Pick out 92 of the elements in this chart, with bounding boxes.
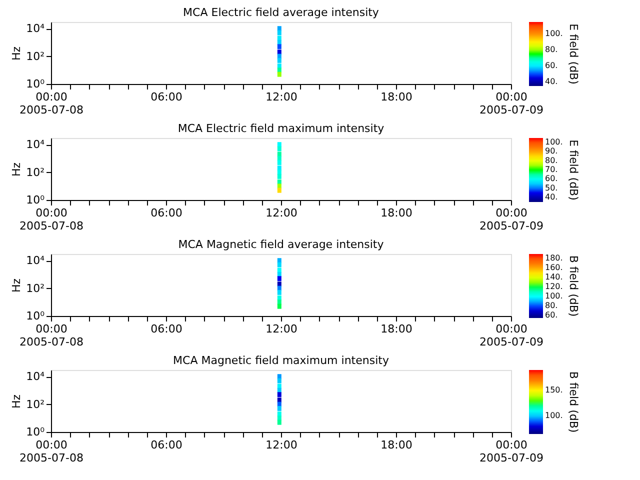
y-tick-label: 10⁴	[26, 370, 46, 384]
x-tick-label: 06:00	[150, 206, 182, 220]
point	[277, 160, 282, 166]
point	[277, 188, 282, 193]
y-tick-label: 10²	[26, 282, 44, 295]
point	[277, 146, 282, 152]
x-tick-label: 12:00	[266, 206, 298, 220]
y-tick-label: 10⁰	[26, 426, 46, 438]
point	[277, 142, 282, 148]
y-tick-label: 10⁴	[26, 138, 46, 152]
point	[277, 30, 282, 36]
x-tick-label: 12:00	[266, 438, 298, 452]
point	[277, 276, 282, 282]
x-tick-label: 00:00 2005-07-09	[480, 322, 544, 348]
y-tick-label: 10⁰	[26, 78, 46, 90]
point	[277, 50, 282, 55]
x-tick-label: 00:00 2005-07-08	[20, 322, 84, 348]
x-tick-label: 00:00 2005-07-08	[20, 90, 84, 116]
color-bar-title: B field (dB)	[567, 255, 580, 317]
point	[277, 68, 282, 73]
color-bar-label: 140.	[545, 272, 563, 282]
x-tick-label: 18:00	[380, 438, 412, 452]
point	[277, 374, 282, 380]
color-bar-label: 150.	[545, 385, 563, 394]
x-tick-label: 06:00	[150, 90, 182, 104]
y-tick-label: 10⁴	[26, 22, 46, 36]
point	[277, 184, 282, 189]
color-bar-title: E field (dB)	[567, 140, 580, 200]
y-axis-title: Hz	[10, 278, 24, 293]
y-tick-label: 10⁴	[26, 254, 46, 268]
color-bar-label: 60.	[545, 310, 558, 320]
chart-title: MCA Electric field maximum intensity	[178, 122, 385, 135]
y-tick-label: 10²	[26, 166, 44, 179]
color-bar-label: 100.	[545, 29, 563, 38]
point	[277, 420, 282, 425]
x-tick-label: 00:00 2005-07-09	[480, 90, 544, 116]
color-bar-label: 60.	[545, 61, 558, 70]
color-bar-label: 100.	[545, 411, 563, 420]
point	[277, 26, 282, 32]
color-bar-label: 90.	[545, 146, 558, 156]
color-bar-label: 80.	[545, 301, 558, 310]
color-bar-label: 80.	[545, 45, 558, 54]
x-tick-label: 00:00 2005-07-08	[20, 438, 84, 464]
chart-title: MCA Electric field average intensity	[183, 6, 380, 19]
x-tick-label: 18:00	[380, 322, 412, 336]
color-bar-label: 60.	[545, 174, 558, 184]
y-tick-label: 10⁰	[26, 194, 46, 206]
color-bar-label: 160.	[545, 263, 563, 272]
point	[277, 72, 282, 77]
color-bar-label: 100.	[545, 138, 563, 147]
color-bar-label: 80.	[545, 156, 558, 165]
x-tick-label: 06:00	[150, 322, 182, 336]
point	[277, 300, 282, 305]
x-tick-label: 06:00	[150, 438, 182, 452]
y-axis-title: Hz	[10, 394, 24, 409]
color-bar-label: 120.	[545, 282, 563, 292]
point	[277, 258, 282, 264]
y-tick-label: 10²	[26, 50, 44, 63]
point	[277, 398, 282, 403]
point	[277, 290, 282, 295]
color-bar-label: 180.	[545, 254, 563, 263]
point	[277, 416, 282, 421]
x-tick-label: 18:00	[380, 206, 412, 220]
y-tick-label: 10⁰	[26, 310, 46, 322]
color-bar-title: E field (dB)	[567, 24, 580, 84]
color-bar-label: 70.	[545, 165, 558, 174]
chart-title: MCA Magnetic field average intensity	[178, 238, 384, 251]
y-axis-title: Hz	[10, 46, 24, 61]
point	[277, 166, 282, 171]
point	[277, 406, 282, 411]
y-tick-label: 10²	[26, 398, 44, 411]
color-bar-label: 40.	[545, 77, 558, 86]
x-tick-label: 18:00	[380, 90, 412, 104]
point	[277, 392, 282, 398]
x-tick-label: 12:00	[266, 90, 298, 104]
x-tick-label: 00:00 2005-07-09	[480, 438, 544, 464]
point	[277, 44, 282, 50]
x-tick-label: 00:00 2005-07-08	[20, 206, 84, 232]
point	[277, 378, 282, 384]
point	[277, 304, 282, 309]
point	[277, 58, 282, 63]
point	[277, 282, 282, 287]
x-tick-label: 12:00	[266, 322, 298, 336]
point	[277, 262, 282, 268]
color-bar-label: 40.	[545, 192, 558, 202]
chart-title: MCA Magnetic field maximum intensity	[173, 354, 390, 367]
point	[277, 174, 282, 179]
x-tick-label: 00:00 2005-07-09	[480, 206, 544, 232]
color-bar-label: 50.	[545, 183, 558, 192]
y-axis-title: Hz	[10, 162, 24, 177]
color-bar-label: 100.	[545, 292, 563, 301]
color-bar-title: B field (dB)	[567, 371, 580, 433]
